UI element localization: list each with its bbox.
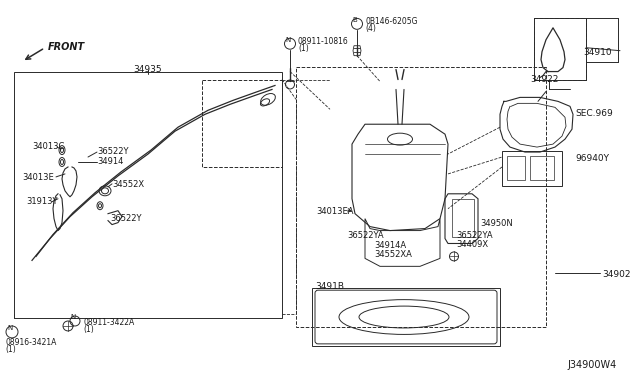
Bar [534,18,586,80]
Text: J34900W4: J34900W4 [568,360,617,370]
Text: 36522YA: 36522YA [347,231,383,240]
Bar [14,71,282,318]
Text: N: N [8,325,13,331]
Bar [530,156,554,180]
Text: 34013E: 34013E [22,173,54,182]
Text: N: N [285,37,291,43]
Text: FRONT: FRONT [48,42,85,52]
Text: 34409X: 34409X [456,240,488,248]
Text: 3491B: 3491B [315,282,344,291]
Text: (1): (1) [5,345,16,354]
Text: 34552XA: 34552XA [374,250,412,259]
Text: 31913Y: 31913Y [26,197,58,206]
Text: 34902: 34902 [602,270,630,279]
Text: 36522Y: 36522Y [97,147,129,156]
Text: 96940Y: 96940Y [575,154,609,163]
Text: SEC.969: SEC.969 [575,109,612,118]
Bar [202,80,282,167]
Text: 0B146-6205G: 0B146-6205G [365,17,417,26]
Bar [296,67,546,327]
Text: 08916-3421A: 08916-3421A [5,338,56,347]
Bar [507,156,525,180]
Text: 34935: 34935 [134,65,163,74]
Text: 36522Y: 36522Y [110,214,141,223]
Text: 34950N: 34950N [480,219,513,228]
Bar [452,199,474,237]
Text: B: B [353,17,357,23]
Text: (1): (1) [83,325,93,334]
Text: 34922: 34922 [530,74,558,84]
Text: 34914: 34914 [97,157,124,166]
Bar [312,288,500,346]
Text: 34910: 34910 [583,48,612,57]
Text: (1): (1) [298,44,308,53]
Text: 08911-3422A: 08911-3422A [83,318,134,327]
Text: N: N [70,314,76,320]
Bar [534,18,586,80]
Bar [502,151,562,186]
Text: 36522YA: 36522YA [456,231,493,240]
Text: 34013C: 34013C [32,142,65,151]
Text: 08911-10816: 08911-10816 [298,37,349,46]
Text: 34914A: 34914A [374,241,406,250]
Text: (4): (4) [365,24,376,33]
Text: 34013EA: 34013EA [316,207,353,216]
Text: 34552X: 34552X [112,180,144,189]
